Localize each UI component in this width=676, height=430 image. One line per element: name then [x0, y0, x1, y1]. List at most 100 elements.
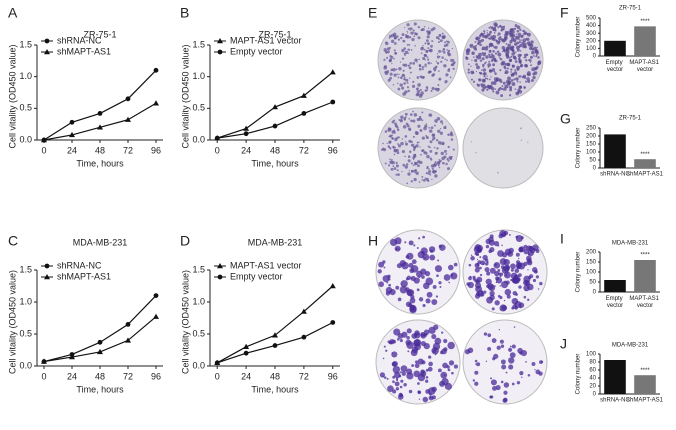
colony	[483, 332, 488, 336]
colony	[431, 167, 434, 170]
colony	[533, 269, 538, 274]
chart-title: ZR-75-1	[83, 29, 116, 39]
colony	[389, 147, 392, 150]
colony	[539, 281, 543, 286]
colony	[490, 81, 495, 85]
colony	[470, 256, 475, 261]
colony	[399, 119, 403, 123]
colony	[514, 60, 518, 63]
colony	[434, 174, 438, 178]
colony	[488, 26, 491, 29]
colony	[425, 376, 429, 379]
colony	[428, 361, 433, 367]
colony	[485, 244, 490, 249]
colony	[413, 35, 416, 38]
colony	[424, 177, 427, 180]
colony	[505, 53, 509, 57]
colony	[474, 41, 477, 43]
colony	[431, 395, 436, 400]
colony	[489, 26, 492, 28]
colony	[470, 141, 472, 143]
colony	[508, 94, 512, 97]
colony	[526, 37, 530, 41]
colony	[511, 33, 516, 38]
colony	[511, 72, 515, 76]
colony	[497, 52, 502, 57]
colony	[417, 124, 421, 128]
colony	[532, 72, 536, 76]
colony	[500, 38, 504, 42]
colony	[439, 143, 441, 145]
colony	[504, 248, 512, 256]
colony	[437, 129, 441, 133]
colony	[384, 130, 388, 133]
panel-letter: A	[8, 5, 18, 21]
colony	[409, 113, 413, 116]
colony	[514, 42, 518, 46]
colony	[526, 283, 534, 291]
x-tick-label: shRNA-NC	[600, 172, 630, 178]
colony	[489, 234, 494, 239]
colony	[508, 347, 513, 352]
chart-title: MDA-MB-231	[73, 237, 128, 247]
colony	[467, 281, 474, 289]
colony	[426, 50, 429, 53]
colony	[451, 155, 453, 158]
colony	[382, 275, 390, 283]
colony	[528, 73, 531, 76]
colony	[425, 277, 434, 286]
colony	[519, 371, 524, 376]
point	[329, 69, 336, 75]
colony	[429, 70, 432, 73]
colony	[498, 272, 501, 276]
colony	[408, 27, 410, 29]
colony	[410, 31, 414, 35]
bar	[634, 260, 656, 292]
colony	[499, 258, 507, 266]
colony	[488, 45, 491, 48]
colony	[523, 53, 527, 57]
y-tick-label: 1.0	[192, 71, 205, 81]
colony	[393, 49, 396, 52]
colony	[489, 30, 492, 34]
colony	[425, 171, 429, 175]
colony	[524, 63, 528, 68]
colony	[436, 55, 440, 59]
colony	[412, 156, 416, 160]
colony	[441, 50, 444, 53]
x-tick-label: MAPT-AS1 vector	[629, 60, 660, 73]
colony	[435, 60, 438, 62]
point	[69, 131, 75, 138]
colony	[421, 275, 425, 279]
colony	[408, 389, 413, 394]
colony	[403, 76, 406, 79]
colony	[443, 64, 447, 68]
colony	[487, 84, 491, 88]
colony	[403, 52, 406, 55]
colony	[519, 306, 522, 309]
colony	[517, 88, 521, 92]
colony	[447, 133, 450, 136]
colony	[482, 263, 485, 265]
chart-title: ZR-75-1	[619, 116, 642, 122]
point	[69, 354, 75, 360]
bar	[604, 280, 626, 292]
colony	[494, 88, 497, 90]
colony	[519, 50, 522, 52]
x-tick-label: 0	[41, 371, 46, 381]
colony	[389, 160, 393, 165]
colony	[449, 156, 453, 160]
colony	[436, 274, 439, 277]
colony	[507, 76, 511, 81]
x-tick-label: 96	[151, 371, 161, 381]
colony	[447, 341, 455, 350]
colony	[402, 163, 406, 167]
colony	[499, 304, 507, 312]
colony	[474, 267, 480, 273]
colony	[492, 49, 495, 53]
colony	[504, 62, 508, 66]
x-tick-label: 72	[299, 145, 309, 155]
colony	[509, 46, 514, 51]
colony	[448, 67, 451, 70]
colony	[498, 328, 501, 331]
